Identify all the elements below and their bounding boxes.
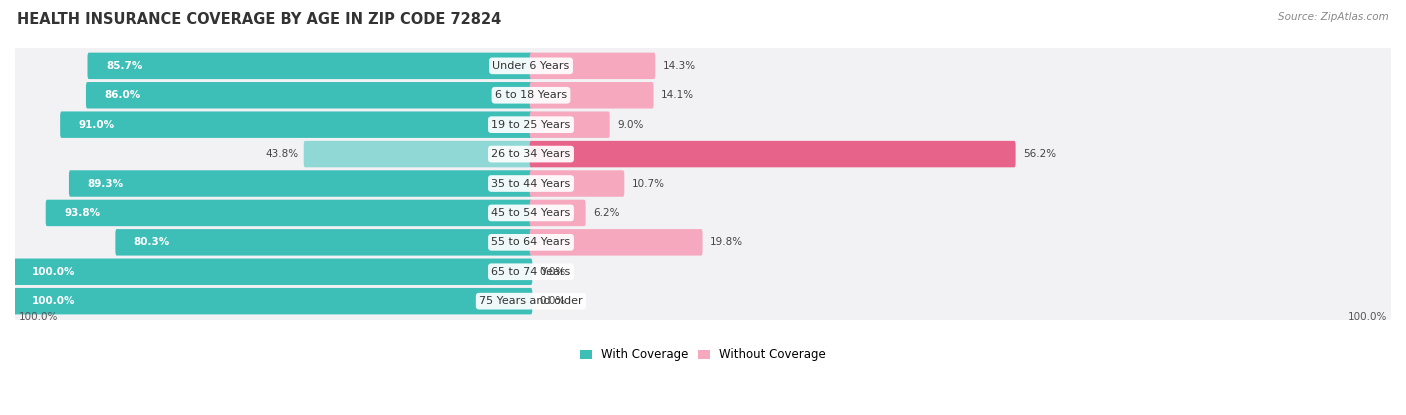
FancyBboxPatch shape bbox=[15, 190, 1391, 235]
Text: 6.2%: 6.2% bbox=[593, 208, 620, 218]
Legend: With Coverage, Without Coverage: With Coverage, Without Coverage bbox=[575, 344, 831, 366]
Text: 91.0%: 91.0% bbox=[79, 120, 115, 129]
Text: 100.0%: 100.0% bbox=[1347, 312, 1386, 322]
Text: Under 6 Years: Under 6 Years bbox=[492, 61, 569, 71]
Text: 6 to 18 Years: 6 to 18 Years bbox=[495, 90, 567, 100]
Text: 89.3%: 89.3% bbox=[87, 178, 124, 188]
FancyBboxPatch shape bbox=[15, 103, 1391, 147]
Text: 85.7%: 85.7% bbox=[105, 61, 142, 71]
FancyBboxPatch shape bbox=[15, 73, 1391, 117]
Text: 14.3%: 14.3% bbox=[662, 61, 696, 71]
FancyBboxPatch shape bbox=[530, 141, 1015, 167]
Text: 100.0%: 100.0% bbox=[32, 267, 76, 277]
Text: 19.8%: 19.8% bbox=[710, 237, 742, 247]
FancyBboxPatch shape bbox=[14, 259, 533, 285]
Text: 10.7%: 10.7% bbox=[631, 178, 665, 188]
Text: 56.2%: 56.2% bbox=[1024, 149, 1056, 159]
FancyBboxPatch shape bbox=[87, 53, 533, 79]
FancyBboxPatch shape bbox=[530, 200, 586, 226]
Text: 43.8%: 43.8% bbox=[264, 149, 298, 159]
FancyBboxPatch shape bbox=[530, 112, 610, 138]
Text: 26 to 34 Years: 26 to 34 Years bbox=[491, 149, 571, 159]
Text: 55 to 64 Years: 55 to 64 Years bbox=[492, 237, 571, 247]
Text: 93.8%: 93.8% bbox=[65, 208, 100, 218]
Text: 100.0%: 100.0% bbox=[20, 312, 59, 322]
Text: 14.1%: 14.1% bbox=[661, 90, 695, 100]
Text: 0.0%: 0.0% bbox=[540, 267, 565, 277]
Text: 86.0%: 86.0% bbox=[104, 90, 141, 100]
FancyBboxPatch shape bbox=[15, 220, 1391, 265]
FancyBboxPatch shape bbox=[304, 141, 533, 167]
FancyBboxPatch shape bbox=[15, 44, 1391, 88]
FancyBboxPatch shape bbox=[115, 229, 533, 256]
FancyBboxPatch shape bbox=[60, 112, 533, 138]
Text: 75 Years and older: 75 Years and older bbox=[479, 296, 583, 306]
Text: Source: ZipAtlas.com: Source: ZipAtlas.com bbox=[1278, 12, 1389, 22]
FancyBboxPatch shape bbox=[530, 53, 655, 79]
FancyBboxPatch shape bbox=[69, 170, 533, 197]
Text: 45 to 54 Years: 45 to 54 Years bbox=[491, 208, 571, 218]
FancyBboxPatch shape bbox=[86, 82, 533, 108]
FancyBboxPatch shape bbox=[15, 132, 1391, 176]
FancyBboxPatch shape bbox=[15, 161, 1391, 206]
Text: 19 to 25 Years: 19 to 25 Years bbox=[491, 120, 571, 129]
FancyBboxPatch shape bbox=[530, 170, 624, 197]
FancyBboxPatch shape bbox=[14, 288, 533, 315]
Text: 65 to 74 Years: 65 to 74 Years bbox=[491, 267, 571, 277]
FancyBboxPatch shape bbox=[15, 279, 1391, 324]
FancyBboxPatch shape bbox=[46, 200, 533, 226]
Text: 0.0%: 0.0% bbox=[540, 296, 565, 306]
Text: 80.3%: 80.3% bbox=[134, 237, 170, 247]
Text: HEALTH INSURANCE COVERAGE BY AGE IN ZIP CODE 72824: HEALTH INSURANCE COVERAGE BY AGE IN ZIP … bbox=[17, 12, 501, 27]
FancyBboxPatch shape bbox=[530, 82, 654, 108]
Text: 9.0%: 9.0% bbox=[617, 120, 644, 129]
FancyBboxPatch shape bbox=[530, 229, 703, 256]
FancyBboxPatch shape bbox=[15, 249, 1391, 294]
Text: 100.0%: 100.0% bbox=[32, 296, 76, 306]
Text: 35 to 44 Years: 35 to 44 Years bbox=[491, 178, 571, 188]
